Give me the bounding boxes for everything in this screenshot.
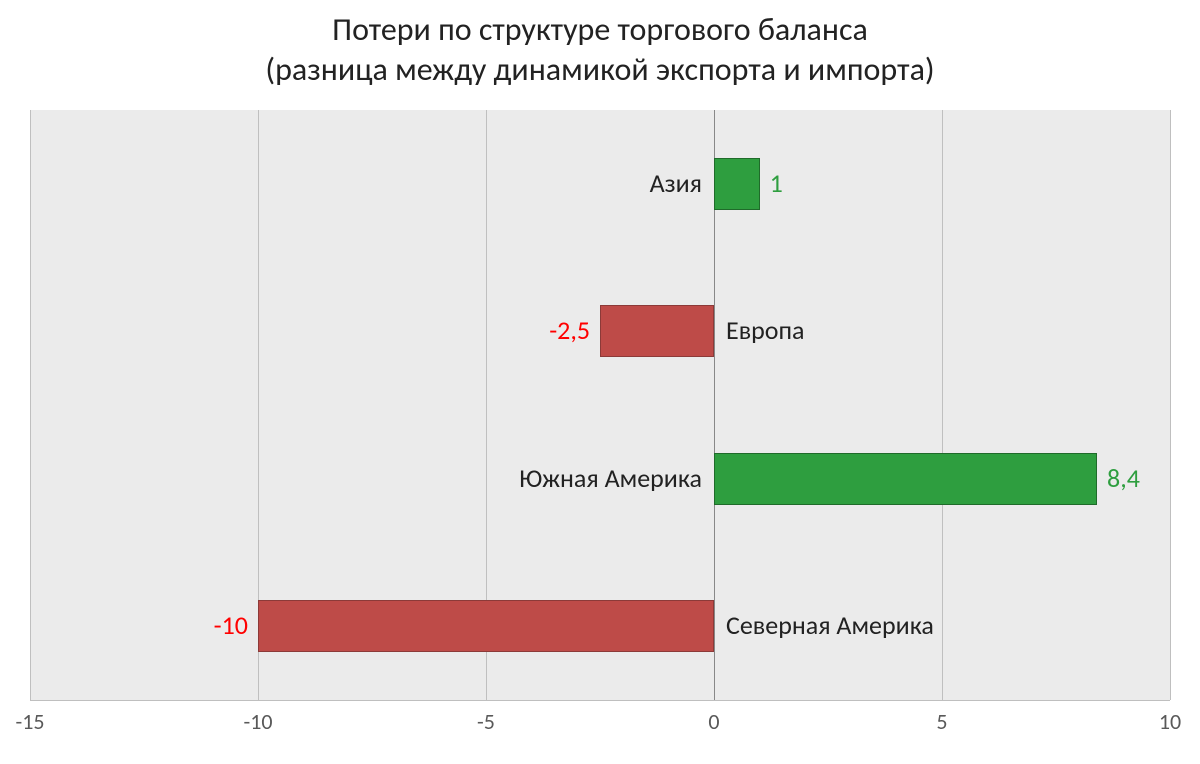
value-label: 1 [770,167,783,199]
gridline [942,110,943,700]
category-label: Европа [726,314,805,346]
value-label: -10 [214,609,248,641]
gridline [30,110,31,700]
bar [600,305,714,357]
x-axis-baseline [30,700,1170,701]
category-label: Азия [650,167,702,199]
value-label: 8,4 [1107,462,1140,494]
bar [258,600,714,652]
bar [714,158,760,210]
x-tick-label: 5 [936,708,947,735]
x-tick-label: 0 [708,708,719,735]
x-tick-label: 10 [1159,708,1181,735]
chart-title-line1: Потери по структуре торгового баланса [0,10,1200,50]
chart-title-line2: (разница между динамикой экспорта и импо… [0,50,1200,90]
gridline [1170,110,1171,700]
x-tick-label: -10 [243,708,272,735]
x-tick-label: -15 [15,708,44,735]
plot-area: Азия 1 Европа -2,5 Южная Америка 8,4 Северная … [30,110,1170,700]
chart-title: Потери по структуре торгового баланса (р… [0,0,1200,90]
category-label: Южная Америка [519,462,702,494]
bar [714,453,1097,505]
value-label: -2,5 [549,314,590,346]
category-label: Северная Америка [726,609,934,641]
x-tick-label: -5 [477,708,495,735]
